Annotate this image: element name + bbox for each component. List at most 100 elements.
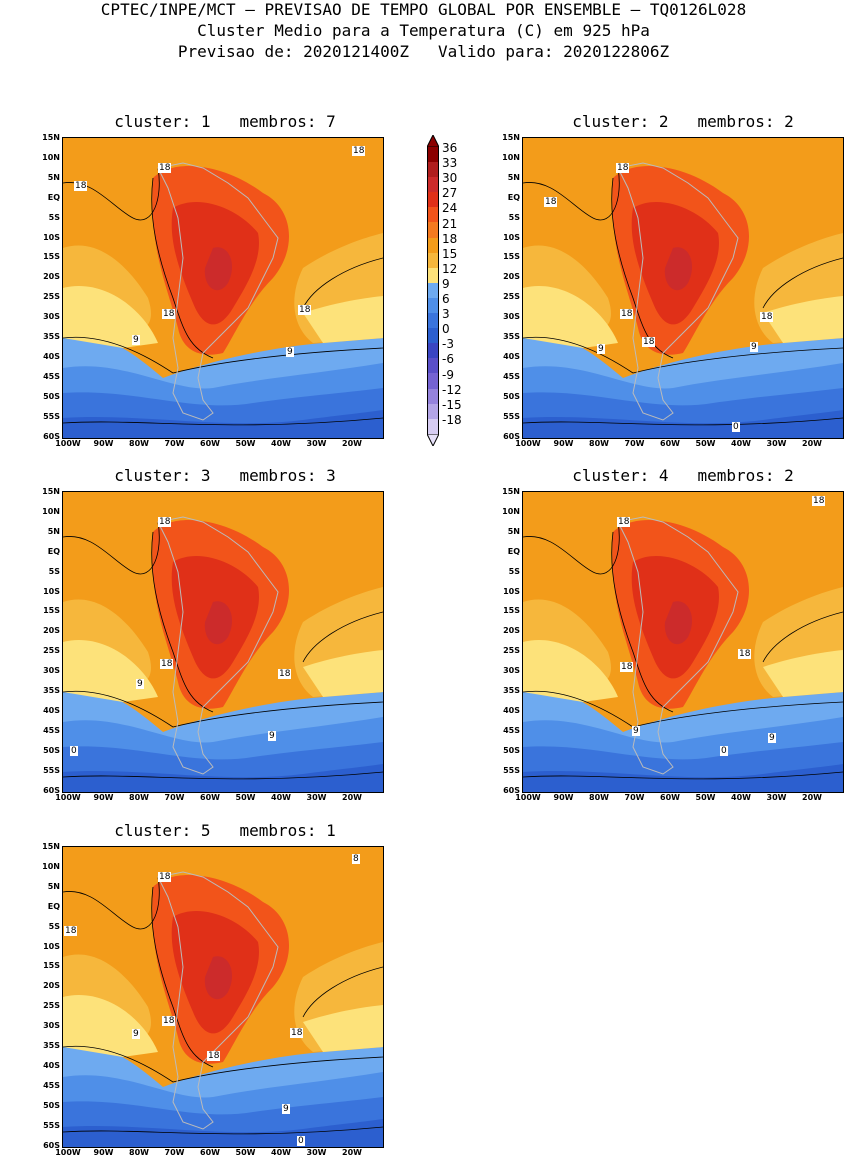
latitude-label: 50S — [503, 391, 520, 401]
latitude-label: 40S — [43, 1060, 60, 1070]
contour-label: 18 — [298, 305, 312, 315]
colorbar-swatch — [427, 222, 439, 238]
longitude-label: 20W — [802, 439, 822, 448]
longitude-label: 80W — [589, 439, 609, 448]
latitude-label: 10S — [43, 232, 60, 242]
colorbar-label: -6 — [442, 352, 454, 367]
longitude-label: 60W — [200, 793, 220, 802]
latitude-label: 15S — [43, 961, 60, 971]
latitude-label: 15S — [503, 252, 520, 262]
colorbar-swatch — [427, 192, 439, 208]
contour-label: 18 — [162, 1016, 176, 1026]
contour-label: 9 — [768, 733, 776, 743]
contour-label: 18 — [620, 662, 634, 672]
contour-label: 18 — [616, 163, 630, 173]
colorbar-label: 18 — [442, 231, 458, 246]
contour-label: 18 — [158, 872, 172, 882]
contour-label: 18 — [642, 337, 656, 347]
longitude-label: 70W — [164, 439, 185, 448]
latitude-label: 5S — [48, 212, 60, 222]
latitude-label: 25S — [43, 646, 60, 656]
contour-label: 18 — [544, 197, 558, 207]
colorbar-label: 12 — [442, 261, 458, 276]
latitude-label: 10N — [502, 152, 520, 162]
latitude-label: EQ — [507, 192, 520, 202]
longitude-label: 90W — [93, 1148, 114, 1157]
longitude-label: 50W — [695, 793, 716, 802]
latitude-label: 10N — [42, 861, 60, 871]
longitude-label: 40W — [731, 793, 751, 802]
contour-label: 9 — [597, 344, 605, 354]
longitude-label: 100W — [55, 439, 81, 448]
colorbar-swatch — [427, 418, 439, 434]
longitude-label: 20W — [342, 1148, 362, 1157]
latitude-label: 45S — [503, 725, 520, 735]
latitude-label: 50S — [43, 745, 60, 755]
longitude-label: 50W — [695, 439, 716, 448]
latitude-label: 20S — [503, 626, 520, 636]
latitude-label: 45S — [43, 1080, 60, 1090]
colorbar-swatch — [427, 328, 439, 344]
latitude-label: 35S — [43, 332, 60, 341]
longitude-label: 40W — [271, 793, 291, 802]
latitude-label: 60S — [43, 1140, 60, 1150]
latitude-label: 25S — [503, 646, 520, 656]
longitude-label: 30W — [766, 793, 787, 802]
latitude-label: 35S — [503, 332, 520, 341]
cluster-map — [62, 137, 384, 439]
latitude-label: 45S — [43, 371, 60, 381]
longitude-label: 100W — [515, 793, 541, 802]
latitude-label: 45S — [43, 725, 60, 735]
contour-label: 18 — [760, 312, 774, 322]
latitude-label: 5N — [47, 881, 60, 891]
latitude-label: 10S — [43, 586, 60, 596]
latitude-label: 55S — [43, 411, 60, 421]
colorbar-label: 30 — [442, 171, 458, 186]
latitude-label: 5N — [47, 526, 60, 536]
contour-label: 18 — [812, 496, 826, 506]
cluster-map — [62, 491, 384, 793]
colorbar-swatch — [427, 207, 439, 223]
colorbar-bottom-arrow — [427, 433, 439, 446]
longitude-label: 90W — [93, 793, 114, 802]
latitude-label: 50S — [43, 391, 60, 401]
contour-label: 9 — [286, 347, 294, 357]
colorbar-top-arrow — [427, 135, 439, 147]
latitude-label: 55S — [503, 765, 520, 775]
colorbar-label: 27 — [442, 186, 458, 201]
latitude-label: 20S — [43, 981, 60, 991]
latitude-label: 15S — [43, 606, 60, 616]
cluster-map — [62, 846, 384, 1148]
latitude-label: 20S — [43, 272, 60, 282]
contour-label: 18 — [158, 163, 172, 173]
colorbar-label: 0 — [442, 322, 450, 337]
longitude-label: 60W — [660, 439, 680, 448]
latitude-label: 5N — [507, 172, 520, 182]
cluster-map — [522, 491, 844, 793]
colorbar-swatch — [427, 297, 439, 314]
latitude-label: 50S — [503, 745, 520, 755]
colorbar-label: 15 — [442, 246, 458, 261]
colorbar-swatch — [427, 252, 439, 268]
longitude-label: 30W — [306, 439, 327, 448]
latitude-label: 15S — [503, 606, 520, 616]
longitude-label: 70W — [624, 793, 645, 802]
latitude-label: 35S — [43, 1041, 60, 1050]
contour-label: 18 — [278, 669, 292, 679]
colorbar-swatch — [427, 162, 439, 178]
latitude-label: EQ — [47, 192, 60, 202]
latitude-label: 40S — [43, 705, 60, 715]
contour-label: 18 — [620, 309, 634, 319]
latitude-label: 60S — [43, 431, 60, 441]
contour-label: 9 — [282, 1104, 290, 1114]
latitude-label: 60S — [503, 785, 520, 795]
latitude-label: 15S — [43, 252, 60, 262]
latitude-label: 15N — [502, 133, 520, 142]
longitude-label: 20W — [342, 439, 362, 448]
colorbar-label: -18 — [442, 412, 462, 427]
longitude-label: 30W — [766, 439, 787, 448]
latitude-label: 5N — [47, 172, 60, 182]
panel-title: cluster: 5 membros: 1 — [114, 821, 336, 840]
panel-title: cluster: 4 membros: 2 — [572, 466, 794, 485]
longitude-label: 80W — [129, 439, 149, 448]
